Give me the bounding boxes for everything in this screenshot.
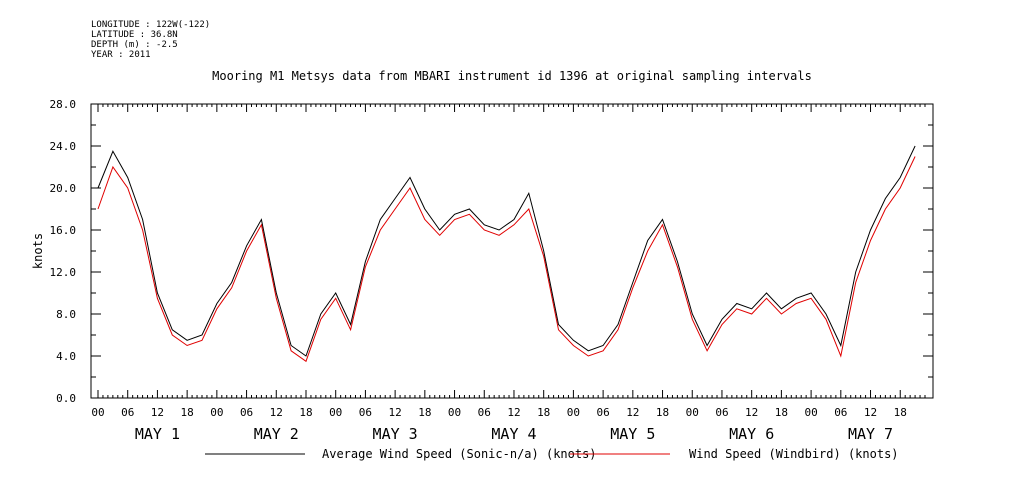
x-tick-label: 12	[626, 406, 639, 419]
y-tick-label: 16.0	[50, 224, 77, 237]
x-tick-label: 06	[478, 406, 491, 419]
day-label: MAY 2	[254, 425, 299, 443]
latitude-label: LATITUDE : 36.8N	[91, 30, 178, 40]
x-tick-label: 18	[537, 406, 550, 419]
x-tick-label: 18	[418, 406, 431, 419]
x-tick-label: 18	[299, 406, 312, 419]
x-tick-label: 00	[91, 406, 104, 419]
day-label: MAY 6	[729, 425, 774, 443]
x-tick-label: 12	[745, 406, 758, 419]
y-tick-label: 12.0	[50, 266, 77, 279]
y-tick-label: 4.0	[56, 350, 76, 363]
y-tick-label: 24.0	[50, 140, 77, 153]
day-label: MAY 7	[848, 425, 893, 443]
x-tick-label: 00	[804, 406, 817, 419]
x-tick-label: 12	[507, 406, 520, 419]
legend-label-windbird: Wind Speed (Windbird) (knots)	[689, 447, 899, 461]
chart-title: Mooring M1 Metsys data from MBARI instru…	[212, 69, 812, 83]
x-tick-label: 00	[686, 406, 699, 419]
longitude-label: LONGITUDE : 122W(-122)	[91, 20, 211, 30]
day-label: MAY 3	[373, 425, 418, 443]
y-tick-label: 0.0	[56, 392, 76, 405]
x-axis: 00 06 12 18 00 06 12 18 00 06 12 18 00 06 12 18 00 06 12 18…	[91, 104, 926, 443]
x-tick-label: 06	[596, 406, 609, 419]
x-tick-label: 18	[775, 406, 788, 419]
x-tick-label: 18	[894, 406, 907, 419]
day-label: MAY 4	[491, 425, 536, 443]
x-tick-label: 00	[210, 406, 223, 419]
metadata-block: LONGITUDE : 122W(-122) LATITUDE : 36.8N …	[91, 20, 210, 60]
y-axis: 0.0 4.0 8.0 12.0 16.0 20.0 24.0 28.0	[50, 98, 933, 405]
y-tick-label: 8.0	[56, 308, 76, 321]
x-tick-label: 06	[121, 406, 134, 419]
year-label: YEAR : 2011	[91, 50, 151, 60]
series-group	[97, 145, 916, 363]
x-tick-label: 06	[715, 406, 728, 419]
legend: Average Wind Speed (Sonic-n/a) (knots) W…	[205, 447, 899, 461]
x-tick-label: 00	[567, 406, 580, 419]
x-tick-label: 06	[359, 406, 372, 419]
x-tick-label: 00	[329, 406, 342, 419]
day-label: MAY 1	[135, 425, 180, 443]
x-tick-label: 06	[240, 406, 253, 419]
legend-label-sonic: Average Wind Speed (Sonic-n/a) (knots)	[322, 447, 597, 461]
x-tick-label: 00	[448, 406, 461, 419]
x-tick-label: 12	[151, 406, 164, 419]
x-tick-label: 12	[389, 406, 402, 419]
x-tick-label: 12	[270, 406, 283, 419]
day-label: MAY 5	[610, 425, 655, 443]
x-tick-label: 06	[834, 406, 847, 419]
y-tick-label: 28.0	[50, 98, 77, 111]
x-tick-label: 12	[864, 406, 877, 419]
x-tick-label: 18	[181, 406, 194, 419]
x-tick-label: 18	[656, 406, 669, 419]
plot-frame	[90, 103, 934, 399]
depth-label: DEPTH (m) : -2.5	[91, 40, 178, 50]
series-line	[97, 156, 916, 363]
y-axis-label: knots	[31, 233, 45, 269]
series-line	[97, 145, 916, 357]
y-tick-label: 20.0	[50, 182, 77, 195]
